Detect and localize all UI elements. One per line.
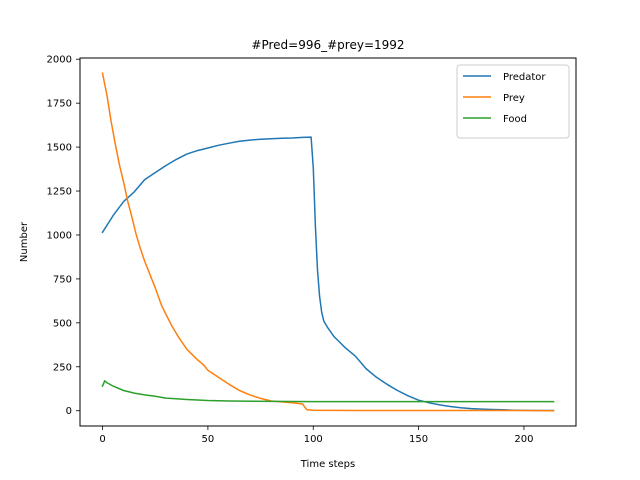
x-axis-title: Time steps <box>300 459 356 470</box>
x-tick-label: 100 <box>304 434 323 445</box>
y-tick-label: 1750 <box>47 99 72 110</box>
legend-label-food: Food <box>503 114 527 125</box>
y-tick-label: 250 <box>53 362 72 373</box>
y-tick-label: 0 <box>66 406 72 417</box>
y-tick-label: 1250 <box>47 187 72 198</box>
y-tick-label: 750 <box>53 274 72 285</box>
series-line-predator <box>101 136 555 412</box>
x-tick-label: 150 <box>409 434 428 445</box>
legend-label-prey: Prey <box>503 93 525 104</box>
y-tick-label: 500 <box>53 318 72 329</box>
plot-frame <box>79 57 577 427</box>
x-tick-label: 0 <box>99 434 105 445</box>
legend-box <box>456 64 570 139</box>
series-line-prey <box>101 72 555 412</box>
y-axis-title: Number <box>19 221 30 262</box>
x-axis-ticks: 0 50 100 150 200 <box>99 426 534 445</box>
series-line-food <box>101 380 555 403</box>
y-axis-ticks: 0 250 500 750 1000 1250 1500 1750 2000 <box>47 55 80 417</box>
y-tick-label: 2000 <box>47 55 72 66</box>
x-tick-label: 50 <box>202 434 215 445</box>
legend-label-predator: Predator <box>503 72 546 83</box>
y-tick-label: 1500 <box>47 143 72 154</box>
y-tick-label: 1000 <box>47 230 72 241</box>
x-tick-label: 200 <box>514 434 533 445</box>
chart-title: #Pred=996_#prey=1992 <box>251 38 404 52</box>
legend: Predator Prey Food <box>456 64 570 139</box>
series-layer <box>101 72 555 412</box>
